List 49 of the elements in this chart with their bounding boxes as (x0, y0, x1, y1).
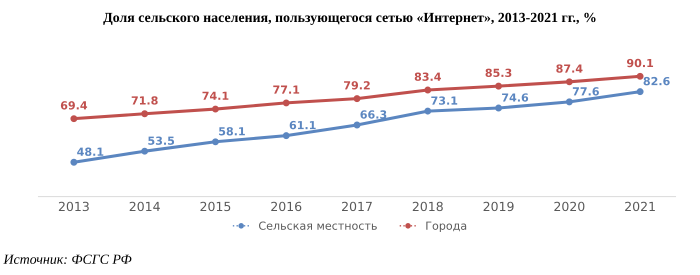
point (70, 115, 78, 122)
point (212, 106, 219, 113)
data-label: 79.2 (344, 81, 370, 90)
point (70, 158, 78, 166)
x-tick-label: 2014 (130, 202, 160, 212)
point (424, 86, 432, 94)
data-label: 85.3 (486, 68, 512, 78)
data-label: 58.1 (219, 127, 245, 136)
point (424, 108, 432, 115)
point (282, 99, 290, 106)
x-tick-label: 2015 (200, 202, 230, 212)
data-label: 83.4 (414, 72, 441, 81)
x-tick-label: 2013 (58, 202, 89, 212)
x-tick-label: 2018 (412, 202, 443, 212)
point (282, 132, 290, 140)
x-tick-label: 2016 (271, 202, 302, 212)
point (495, 82, 502, 90)
data-label: 74.1 (202, 92, 228, 100)
point (141, 148, 148, 155)
data-label: 73.1 (431, 96, 458, 105)
x-tick-label: 2017 (342, 202, 372, 212)
x-tick-label: 2019 (484, 202, 514, 212)
point (495, 104, 502, 112)
x-tick-label: 2020 (554, 202, 584, 212)
data-label: 66.3 (360, 110, 386, 119)
point (354, 95, 360, 102)
data-label: 77.6 (572, 87, 599, 96)
data-label: 61.1 (290, 120, 316, 130)
legend-label: Города (426, 222, 466, 232)
point (636, 72, 644, 80)
point (566, 78, 573, 86)
chart-title: Доля сельского населения, пользующегося сетью «Интернет», 2013-2021 гг., % (103, 12, 596, 25)
data-label: 82.6 (644, 76, 670, 86)
point (636, 88, 644, 96)
text: Источник: ФСГС РФ (3, 254, 132, 264)
data-label: 48.1 (77, 148, 104, 156)
data-label: 77.1 (273, 86, 300, 94)
point (566, 98, 573, 106)
legend-label: Сельская местность (259, 221, 377, 230)
x-tick-label: 2021 (625, 202, 655, 212)
data-label: 74.6 (502, 93, 528, 102)
point (141, 110, 148, 118)
data-label: 87.4 (556, 64, 583, 73)
point (212, 138, 219, 146)
data-label: 90.1 (626, 58, 654, 68)
data-label: 69.4 (60, 101, 88, 110)
data-label: 71.8 (132, 96, 158, 105)
data-label: 53.5 (148, 136, 174, 145)
point (354, 122, 360, 128)
